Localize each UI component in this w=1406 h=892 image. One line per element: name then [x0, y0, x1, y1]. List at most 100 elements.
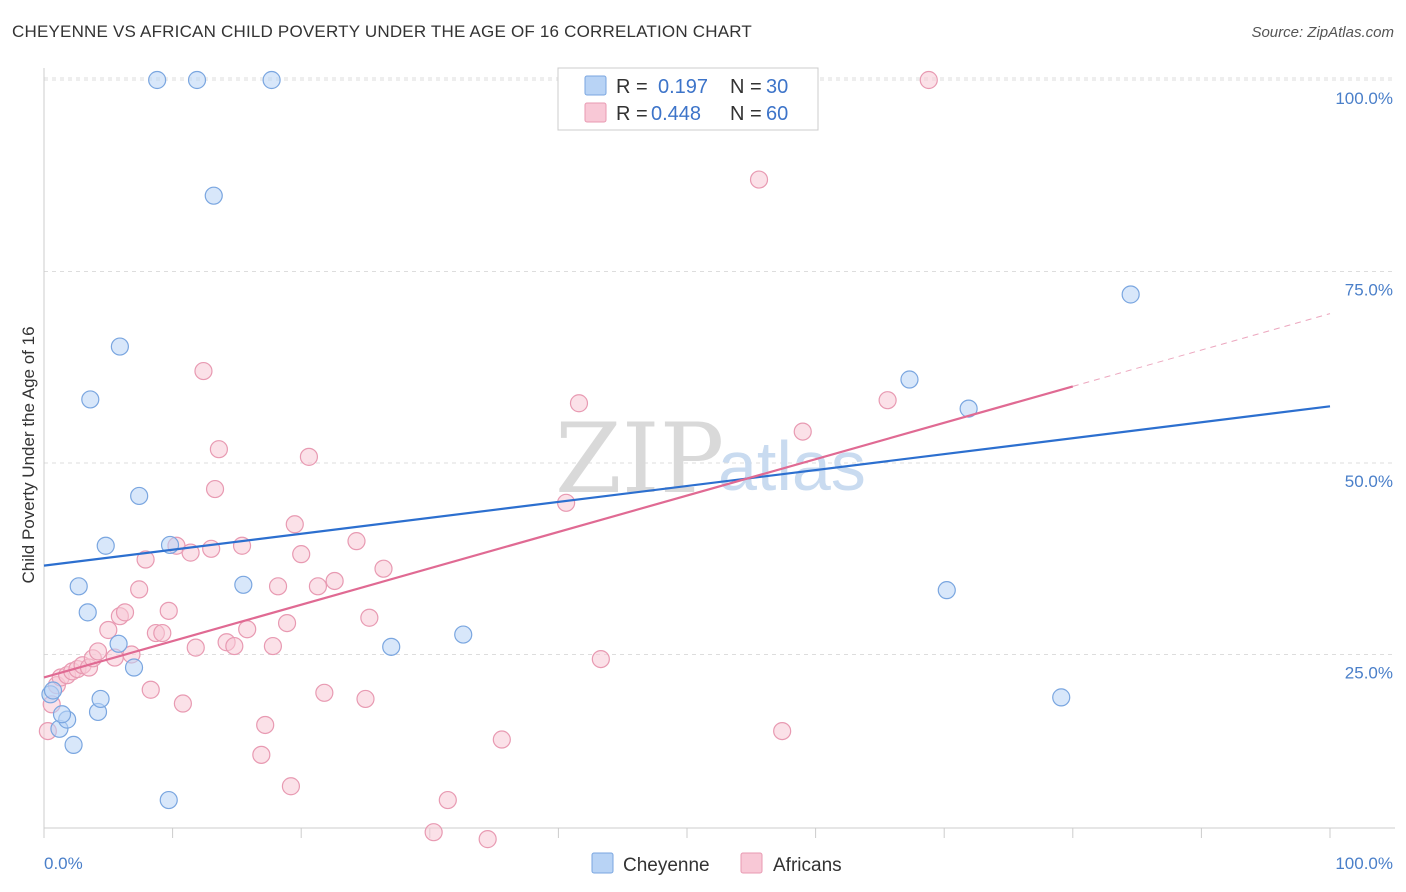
cheyenne-point	[187, 70, 207, 90]
source-label: Source: ZipAtlas.com	[1251, 24, 1394, 41]
africans-point	[591, 649, 610, 669]
africans-point	[347, 532, 366, 551]
africans-point	[186, 638, 205, 657]
africans-point	[374, 559, 393, 578]
cheyenne-point	[64, 735, 83, 754]
bottom-legend-swatch-cheyenne	[591, 852, 614, 874]
cheyenne-point	[148, 70, 167, 90]
africans-trend-line	[43, 385, 1074, 679]
africans-point	[919, 70, 938, 90]
africans-point	[277, 613, 297, 633]
africans-point	[263, 636, 283, 656]
africans-point	[99, 620, 118, 640]
africans-point	[225, 636, 244, 656]
africans-point	[268, 577, 288, 596]
chart-title: CHEYENNE VS AFRICAN CHILD POVERTY UNDER …	[12, 22, 753, 41]
africans-point	[492, 730, 511, 749]
cheyenne-point	[1052, 688, 1071, 707]
africans-point	[773, 721, 792, 741]
legend-n-label-cheyenne: N =	[730, 76, 762, 98]
cheyenne-trend-line	[43, 405, 1331, 567]
africans-point	[136, 550, 155, 569]
africans-point	[115, 603, 135, 622]
legend-box: R = 0.197 N = 30 R = 0.448 N = 60	[557, 67, 819, 131]
cheyenne-point	[130, 486, 149, 506]
africans-point	[356, 689, 375, 709]
legend-r-value-africans: 0.448	[651, 103, 701, 125]
cheyenne-point	[959, 399, 978, 418]
legend-n-value-cheyenne: 30	[766, 76, 788, 98]
africans-point	[285, 515, 304, 534]
cheyenne-point	[81, 390, 100, 409]
africans-point	[238, 620, 257, 639]
africans-point	[749, 170, 769, 189]
africans-point	[281, 777, 301, 796]
trend-lines	[43, 313, 1331, 679]
africans-point	[315, 683, 334, 702]
cheyenne-point	[91, 689, 110, 709]
cheyenne-point	[382, 637, 401, 656]
cheyenne-point	[110, 337, 129, 356]
africans-point	[205, 479, 225, 499]
africans-point	[424, 823, 443, 842]
africans-point	[173, 694, 192, 713]
africans-trend-extension	[1072, 313, 1331, 387]
cheyenne-point	[69, 577, 88, 596]
y-tick-label: 50.0%	[1345, 472, 1393, 491]
y-tick-label: 100.0%	[1335, 89, 1393, 108]
africans-point	[252, 745, 271, 764]
cheyenne-point	[204, 186, 223, 205]
x-ticks	[43, 828, 1331, 838]
y-tick-labels: 100.0% 75.0% 50.0% 25.0%	[1335, 89, 1393, 683]
cheyenne-point	[96, 536, 115, 555]
y-tick-label: 25.0%	[1345, 664, 1393, 683]
bottom-legend-swatch-africans	[740, 852, 763, 874]
africans-points	[38, 70, 938, 849]
bottom-legend: Cheyenne Africans	[591, 852, 842, 876]
africans-point	[438, 790, 457, 810]
africans-point	[130, 580, 149, 599]
y-axis-title: Child Poverty Under the Age of 16	[19, 326, 38, 583]
cheyenne-point	[52, 705, 72, 724]
africans-point	[557, 493, 576, 512]
africans-point	[292, 545, 311, 564]
cheyenne-point	[900, 370, 919, 389]
bottom-legend-label-africans: Africans	[773, 855, 842, 876]
africans-point	[202, 539, 221, 558]
x-tick-label-max: 100.0%	[1335, 854, 1393, 873]
cheyenne-point	[454, 625, 473, 644]
africans-point	[325, 571, 344, 591]
africans-point	[308, 577, 328, 596]
x-tick-label-min: 0.0%	[44, 854, 83, 873]
y-tick-label: 75.0%	[1345, 281, 1393, 300]
cheyenne-point	[159, 790, 178, 810]
legend-r-value-cheyenne: 0.197	[658, 76, 708, 98]
africans-point	[159, 601, 178, 620]
africans-point	[88, 642, 108, 661]
legend-n-value-africans: 60	[766, 103, 788, 125]
legend-swatch-africans	[584, 102, 607, 123]
africans-point	[194, 361, 213, 381]
legend-swatch-cheyenne	[584, 75, 607, 96]
bottom-legend-label-cheyenne: Cheyenne	[623, 855, 710, 876]
cheyenne-point	[43, 681, 63, 700]
cheyenne-points	[41, 70, 1140, 810]
africans-point	[299, 447, 319, 466]
africans-point	[141, 680, 160, 699]
cheyenne-point	[937, 581, 956, 600]
cheyenne-point	[262, 70, 281, 90]
cheyenne-point	[78, 603, 97, 622]
cheyenne-point	[234, 575, 253, 594]
legend-r-label-cheyenne: R =	[616, 76, 648, 98]
africans-point	[569, 394, 589, 413]
africans-point	[360, 608, 379, 627]
watermark-zip: ZIP	[555, 403, 724, 515]
africans-point	[256, 715, 275, 735]
africans-point	[878, 391, 897, 410]
africans-point	[209, 440, 228, 459]
legend-r-label-africans: R =	[616, 103, 648, 125]
legend-n-label-africans: N =	[730, 103, 762, 125]
africans-point	[478, 830, 497, 849]
grid-lines	[44, 77, 1395, 655]
